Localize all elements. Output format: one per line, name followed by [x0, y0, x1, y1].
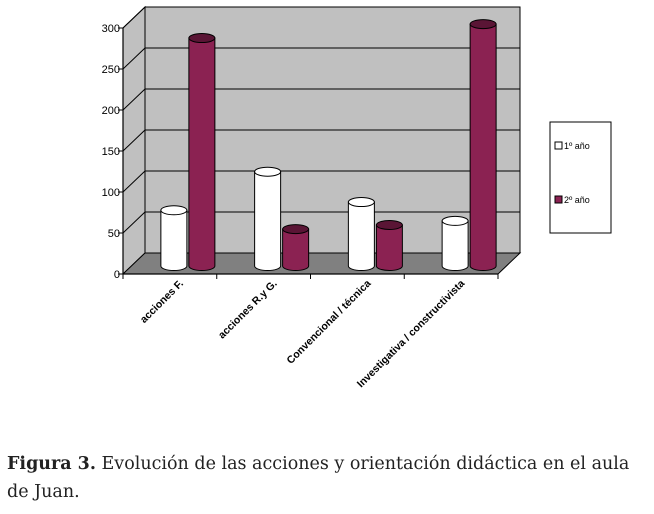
y-tick-label: 0	[114, 269, 120, 281]
gridline	[122, 129, 146, 152]
gridline	[122, 47, 146, 70]
bar-top	[188, 33, 216, 44]
category-label: acciones R.y G.	[216, 278, 280, 342]
bar-body	[282, 228, 310, 271]
bar-year1	[441, 215, 469, 271]
bar-body	[254, 171, 282, 271]
bar-year1	[347, 197, 375, 271]
bar-body	[469, 23, 497, 271]
legend: 1º año 2º año	[549, 121, 612, 234]
category-label: Investigativa / constructivista	[355, 278, 468, 391]
legend-label: 2º año	[564, 195, 590, 205]
y-tick-label: 100	[102, 187, 120, 199]
bar-body	[441, 220, 469, 271]
bar-year2	[282, 224, 310, 271]
gridline	[122, 6, 146, 29]
gridline	[122, 88, 146, 111]
bar-body	[375, 224, 403, 271]
category-labels: acciones F. acciones R.y G. Convencional /…	[122, 274, 499, 391]
y-tick-label: 150	[102, 146, 120, 158]
bar-year2	[469, 19, 497, 271]
category-label: acciones F.	[138, 278, 186, 326]
bar-body	[347, 201, 375, 271]
y-tick-label: 300	[102, 23, 120, 35]
legend-swatch	[554, 195, 563, 204]
y-tick-label: 250	[102, 64, 120, 76]
gridline	[122, 170, 146, 193]
legend-label: 1º año	[564, 141, 590, 151]
bar-top	[347, 197, 375, 208]
caption-label: Figura 3.	[7, 454, 96, 474]
y-tick-label: 200	[102, 105, 120, 117]
figure-caption: Figura 3. Evolución de las acciones y or…	[7, 450, 652, 506]
legend-swatch	[554, 141, 563, 150]
category-label: Convencional / técnica	[285, 278, 374, 367]
bar-body	[188, 37, 216, 271]
bar-top	[282, 224, 310, 235]
bar-top	[469, 19, 497, 30]
caption-text: Evolución de las acciones y orientación …	[7, 454, 630, 502]
bar-chart: 0 50 100 150 200 250 300 acciones F. acciones R…	[102, 5, 612, 391]
bar-top	[160, 205, 188, 216]
bars	[160, 19, 497, 271]
bar-year1	[254, 166, 282, 271]
bar-top	[375, 220, 403, 230]
y-tick-label: 50	[108, 228, 120, 240]
y-tick-labels: 0 50 100 150 200 250 300	[102, 23, 123, 281]
bar-year2	[375, 220, 403, 271]
bar-body	[160, 209, 188, 271]
legend-box	[549, 121, 612, 234]
bar-top	[254, 166, 282, 177]
bar-year1	[160, 205, 188, 271]
gridline	[122, 211, 146, 234]
bar-year2	[188, 33, 216, 271]
bar-top	[441, 215, 469, 226]
